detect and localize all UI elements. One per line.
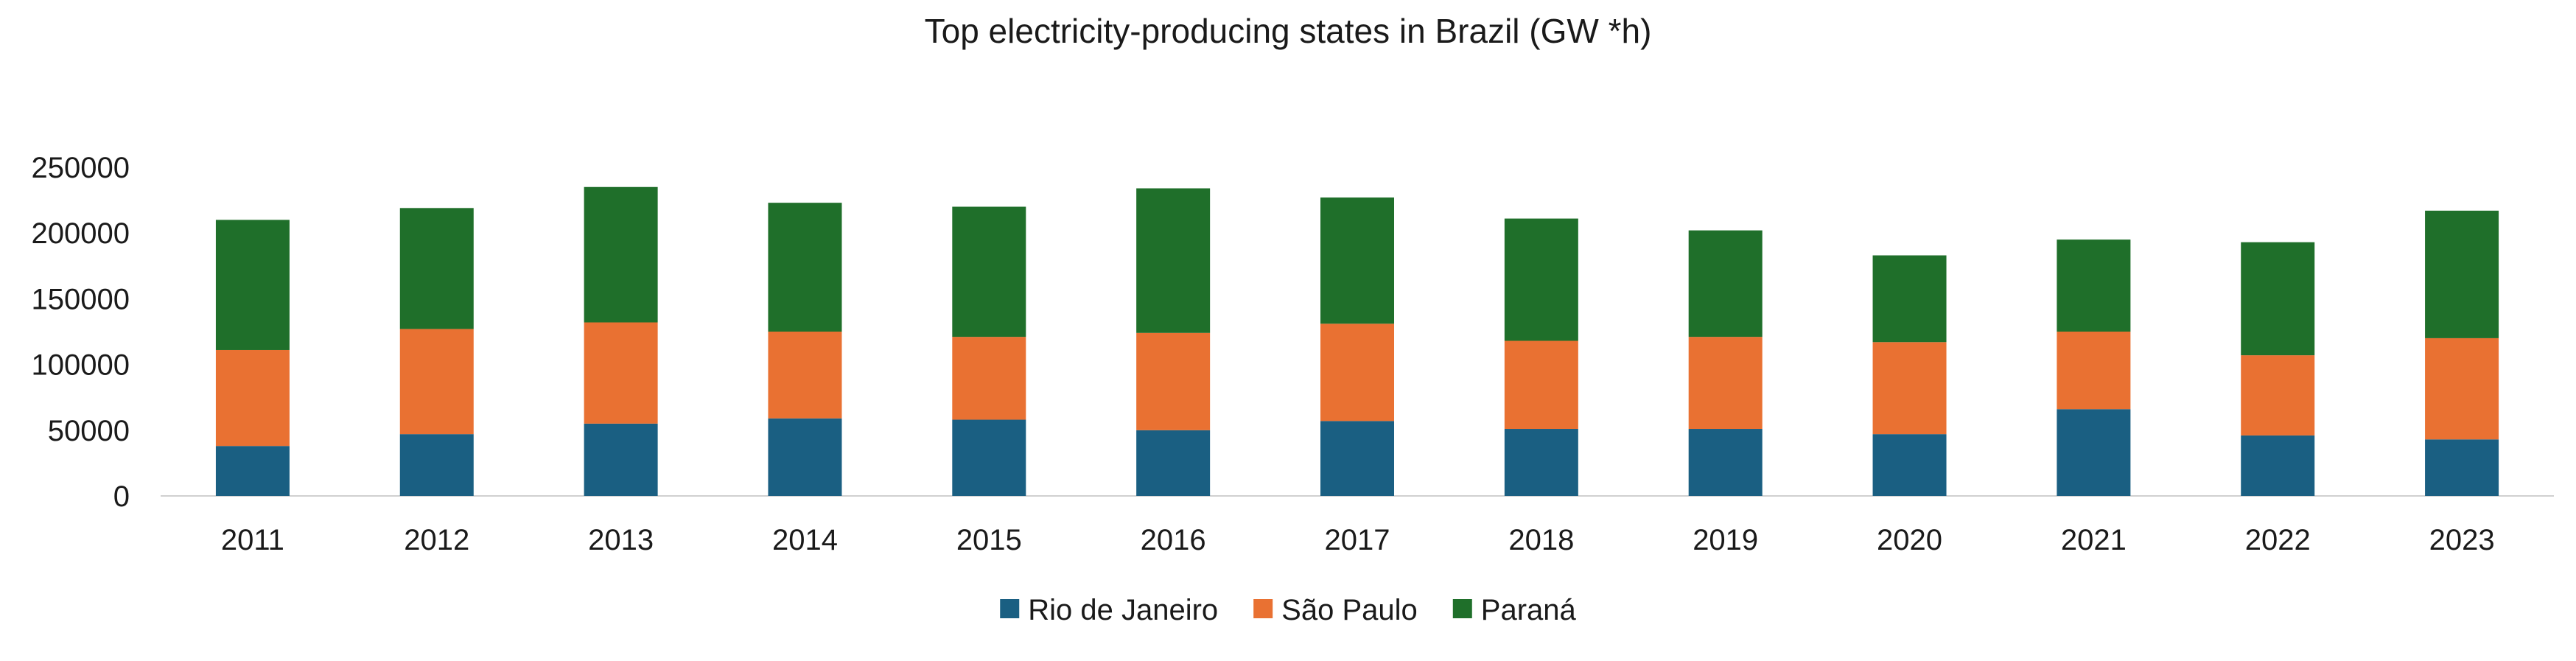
bar-paran--2017 — [1320, 197, 1394, 324]
y-tick-label: 250000 — [32, 152, 130, 184]
bar-rio-de-janeiro-2019 — [1688, 429, 1763, 496]
bar-s-o-paulo-2019 — [1688, 337, 1763, 430]
y-axis-ticks: 0 50000 100000 150000 200000 250000 — [32, 152, 130, 513]
bar-rio-de-janeiro-2012 — [399, 434, 474, 496]
bar-paran--2023 — [2425, 210, 2499, 338]
legend-item: São Paulo — [1253, 594, 1418, 626]
x-axis-ticks: 2011 2012 2013 2014 2015 2016 2017 2018 2019 2020… — [221, 524, 2495, 556]
x-tick-label: 2020 — [1877, 524, 1942, 556]
legend-swatch — [1253, 599, 1273, 618]
chart-title: Top electricity-producing states in Braz… — [925, 12, 1652, 50]
bar-paran--2020 — [1872, 255, 1947, 343]
x-tick-label: 2021 — [2061, 524, 2127, 556]
bar-paran--2014 — [768, 203, 842, 332]
bar-s-o-paulo-2015 — [952, 337, 1026, 420]
bar-paran--2011 — [215, 220, 290, 350]
bar-s-o-paulo-2020 — [1872, 342, 1947, 435]
bar-rio-de-janeiro-2020 — [1872, 434, 1947, 496]
bar-s-o-paulo-2017 — [1320, 323, 1394, 422]
bar-paran--2013 — [584, 186, 658, 323]
x-tick-label: 2023 — [2429, 524, 2495, 556]
x-tick-label: 2011 — [221, 524, 284, 556]
bar-s-o-paulo-2016 — [1136, 332, 1211, 430]
bar-paran--2015 — [952, 206, 1026, 338]
x-tick-label: 2019 — [1693, 524, 1758, 556]
y-tick-label: 200000 — [32, 217, 130, 250]
legend-swatch — [1000, 599, 1020, 618]
bar-s-o-paulo-2022 — [2241, 355, 2315, 436]
bar-rio-de-janeiro-2022 — [2241, 435, 2315, 496]
bar-paran--2019 — [1688, 230, 1763, 338]
legend-label: Paraná — [1481, 594, 1577, 626]
x-tick-label: 2016 — [1141, 524, 1206, 556]
bar-rio-de-janeiro-2014 — [768, 418, 842, 496]
bars — [215, 186, 2499, 496]
x-tick-label: 2017 — [1325, 524, 1390, 556]
y-tick-label: 100000 — [32, 349, 130, 382]
bar-paran--2022 — [2241, 242, 2315, 356]
legend-label: São Paulo — [1281, 594, 1418, 626]
bar-rio-de-janeiro-2011 — [215, 446, 290, 496]
bar-s-o-paulo-2011 — [215, 349, 290, 447]
x-tick-label: 2013 — [588, 524, 654, 556]
legend-item: Rio de Janeiro — [1000, 594, 1218, 626]
legend-item: Paraná — [1452, 594, 1577, 626]
x-tick-label: 2022 — [2245, 524, 2311, 556]
bar-rio-de-janeiro-2023 — [2425, 439, 2499, 496]
legend-swatch — [1452, 599, 1472, 618]
y-tick-label: 150000 — [32, 283, 130, 315]
x-tick-label: 2015 — [956, 524, 1022, 556]
bar-s-o-paulo-2014 — [768, 332, 842, 419]
x-tick-label: 2012 — [404, 524, 469, 556]
bar-paran--2018 — [1504, 218, 1578, 341]
x-tick-label: 2014 — [772, 524, 838, 556]
bar-rio-de-janeiro-2021 — [2057, 409, 2131, 496]
bar-paran--2021 — [2057, 239, 2131, 332]
bar-rio-de-janeiro-2015 — [952, 419, 1026, 496]
bar-rio-de-janeiro-2013 — [584, 423, 658, 496]
bar-paran--2012 — [399, 208, 474, 329]
bar-rio-de-janeiro-2016 — [1136, 430, 1211, 496]
y-tick-label: 0 — [113, 480, 130, 513]
bar-rio-de-janeiro-2017 — [1320, 421, 1394, 496]
bar-s-o-paulo-2021 — [2057, 332, 2131, 410]
bar-rio-de-janeiro-2018 — [1504, 429, 1578, 496]
x-tick-label: 2018 — [1508, 524, 1574, 556]
legend: Rio de Janeiro São Paulo Paraná — [1000, 594, 1577, 626]
bar-paran--2016 — [1136, 188, 1211, 333]
bar-s-o-paulo-2013 — [584, 322, 658, 424]
y-tick-label: 50000 — [48, 415, 130, 447]
bar-s-o-paulo-2018 — [1504, 340, 1578, 430]
legend-label: Rio de Janeiro — [1028, 594, 1218, 626]
bar-s-o-paulo-2023 — [2425, 338, 2499, 440]
bar-s-o-paulo-2012 — [399, 329, 474, 435]
